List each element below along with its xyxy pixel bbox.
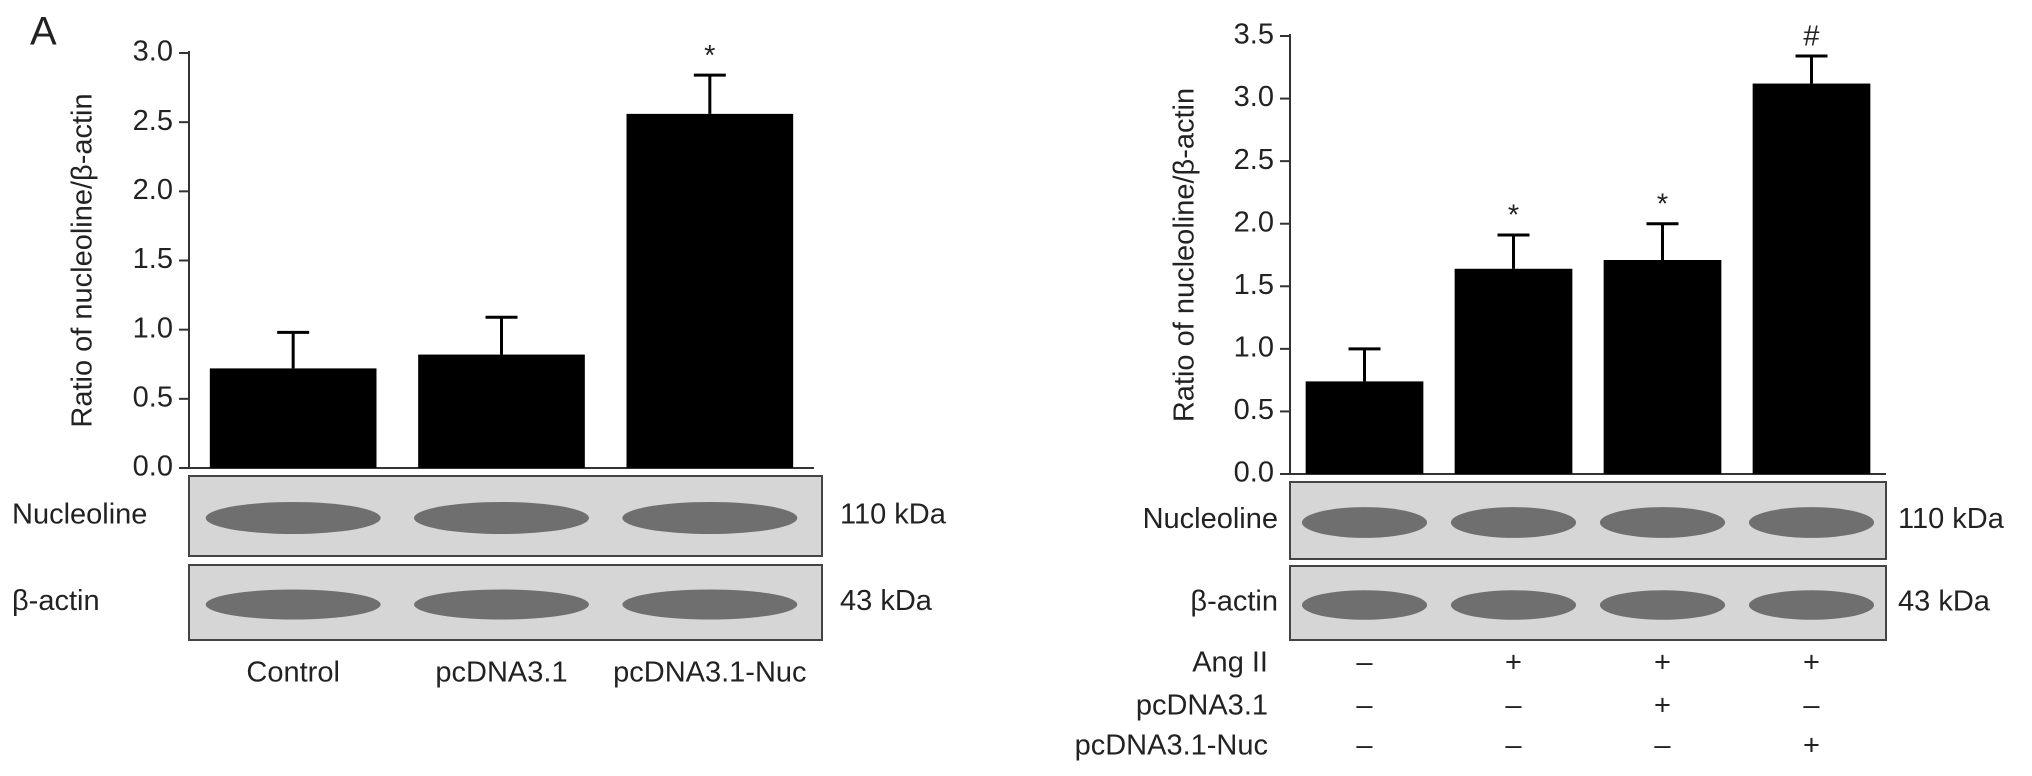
blot-band: [1450, 507, 1577, 538]
bar: [1603, 260, 1722, 474]
blot-band: [1748, 507, 1875, 538]
blot-band: [622, 589, 798, 620]
condition-sign: –: [1505, 730, 1522, 762]
blot-band: [622, 502, 798, 534]
bar: [209, 368, 377, 468]
condition-sign: +: [1803, 730, 1820, 762]
bar: [1305, 381, 1424, 474]
blot-band: [1450, 590, 1577, 620]
y-tick-label: 0.0: [133, 451, 173, 483]
blot-band: [1301, 507, 1428, 538]
blot-band: [1599, 590, 1726, 620]
condition-sign: +: [1505, 647, 1522, 679]
condition-sign: –: [1654, 730, 1671, 762]
y-tick-label: 2.5: [133, 105, 173, 137]
condition-sign: –: [1356, 690, 1373, 722]
y-tick-label: 0.5: [1234, 394, 1274, 426]
condition-sign: –: [1356, 730, 1373, 762]
x-tick-label: Control: [246, 657, 340, 689]
blot-size: 43 kDa: [840, 585, 933, 617]
x-tick-label: pcDNA3.1-Nuc: [613, 657, 806, 689]
blot-size: 110 kDa: [840, 499, 947, 531]
y-tick-label: 0.0: [1234, 457, 1274, 489]
significance-marker: *: [1657, 188, 1668, 220]
blot-band: [1748, 590, 1875, 620]
blot-label: β-actin: [12, 585, 100, 617]
blot-band: [205, 502, 381, 534]
condition-sign: +: [1654, 690, 1671, 722]
blot-band: [414, 502, 589, 534]
condition-label: pcDNA3.1-Nuc: [1075, 730, 1268, 762]
bar: [626, 113, 794, 468]
condition-sign: –: [1356, 647, 1373, 679]
condition-label: Ang II: [1192, 647, 1268, 679]
blot-band: [414, 589, 589, 620]
y-tick-label: 2.0: [1234, 206, 1274, 238]
condition-sign: –: [1803, 690, 1820, 722]
condition-sign: +: [1654, 647, 1671, 679]
blot-band: [1301, 590, 1428, 620]
panel-label: A: [30, 10, 57, 54]
blot-label: Nucleoline: [12, 499, 147, 531]
significance-marker: #: [1803, 21, 1819, 53]
bar: [1752, 83, 1871, 474]
blot-band: [1599, 507, 1726, 538]
y-tick-label: 3.5: [1234, 19, 1274, 51]
condition-sign: –: [1505, 690, 1522, 722]
y-axis-label: Ratio of nucleoline/β-actin: [67, 93, 99, 427]
y-tick-label: 3.0: [1234, 81, 1274, 113]
blot-label: Nucleoline: [1143, 503, 1278, 535]
y-tick-label: 1.0: [133, 312, 173, 344]
significance-marker: *: [1508, 200, 1519, 232]
y-tick-label: 1.0: [1234, 332, 1274, 364]
blot-size: 110 kDa: [1898, 503, 2005, 535]
significance-marker: *: [704, 40, 715, 72]
blot-band: [205, 589, 381, 620]
bar: [418, 354, 585, 468]
condition-label: pcDNA3.1: [1136, 690, 1268, 722]
y-tick-label: 0.5: [133, 381, 173, 413]
y-axis-label: Ratio of nucleoline/β-actin: [1169, 88, 1201, 422]
blot-label: β-actin: [1190, 586, 1278, 618]
y-tick-label: 3.0: [133, 36, 173, 68]
y-tick-label: 1.5: [1234, 269, 1274, 301]
x-tick-label: pcDNA3.1: [435, 657, 567, 689]
condition-sign: +: [1803, 647, 1820, 679]
bar: [1454, 268, 1573, 474]
y-tick-label: 1.5: [133, 243, 173, 275]
blot-size: 43 kDa: [1898, 586, 1991, 618]
y-tick-label: 2.5: [1234, 144, 1274, 176]
y-tick-label: 2.0: [133, 174, 173, 206]
